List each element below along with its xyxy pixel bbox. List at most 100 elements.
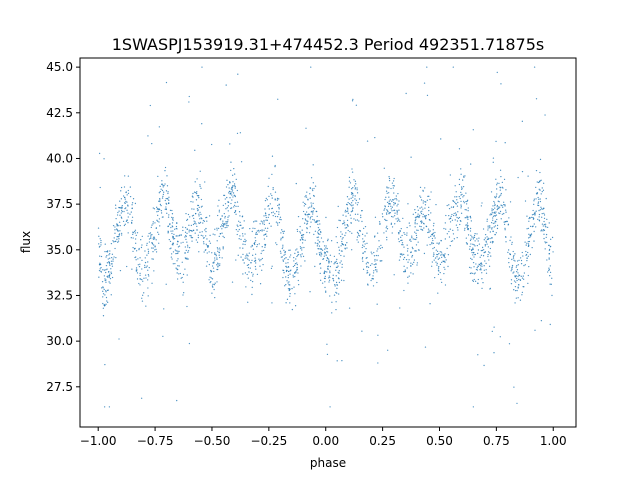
- data-point: [438, 257, 441, 259]
- data-point: [131, 216, 134, 218]
- data-point: [459, 223, 461, 226]
- data-point: [102, 296, 104, 298]
- data-point: [535, 226, 537, 228]
- data-point: [254, 243, 256, 246]
- data-point: [228, 190, 231, 193]
- data-point: [164, 170, 166, 172]
- data-point: [516, 269, 519, 271]
- data-point: [170, 230, 172, 232]
- data-point: [261, 246, 263, 248]
- data-point: [201, 66, 203, 68]
- data-point: [102, 302, 104, 305]
- data-point: [378, 246, 380, 248]
- data-point: [185, 249, 187, 252]
- data-point: [457, 211, 459, 213]
- data-point: [175, 225, 178, 228]
- data-point: [99, 262, 101, 264]
- data-point: [147, 269, 149, 271]
- data-point: [329, 276, 331, 278]
- data-point: [467, 228, 469, 230]
- data-point: [522, 286, 524, 288]
- data-point: [325, 245, 327, 247]
- data-point: [188, 224, 190, 226]
- data-point: [319, 262, 322, 265]
- data-point: [234, 186, 236, 188]
- data-point: [184, 246, 186, 248]
- data-point: [473, 278, 475, 281]
- data-point: [283, 230, 285, 232]
- data-point: [364, 251, 366, 253]
- data-point: [541, 223, 544, 225]
- data-point: [436, 262, 438, 265]
- data-point: [147, 235, 149, 237]
- data-point: [289, 284, 291, 286]
- data-point: [464, 227, 466, 230]
- data-point: [397, 219, 400, 221]
- data-point: [319, 272, 321, 275]
- data-point: [495, 140, 497, 143]
- data-point: [159, 225, 161, 227]
- data-point: [301, 253, 303, 255]
- data-point: [507, 251, 509, 254]
- data-point: [375, 254, 378, 257]
- data-point: [491, 210, 493, 212]
- data-point: [540, 320, 543, 322]
- data-point: [468, 266, 471, 269]
- data-point: [326, 240, 329, 242]
- data-point: [403, 265, 405, 267]
- data-point: [323, 255, 325, 257]
- data-point: [336, 284, 338, 286]
- data-point: [449, 174, 451, 176]
- data-point: [401, 243, 403, 246]
- data-point: [518, 259, 520, 262]
- data-point: [251, 280, 254, 283]
- data-point: [307, 199, 309, 201]
- data-point: [414, 219, 416, 222]
- data-point: [316, 210, 318, 213]
- data-point: [460, 207, 462, 209]
- data-point: [329, 271, 331, 274]
- data-point: [137, 258, 139, 260]
- data-point: [309, 216, 312, 218]
- data-point: [471, 258, 473, 261]
- data-point: [313, 187, 315, 190]
- data-point: [243, 220, 245, 222]
- data-point: [136, 272, 139, 274]
- data-point: [477, 282, 479, 284]
- data-point: [167, 198, 169, 200]
- data-point: [324, 252, 327, 254]
- data-point: [427, 213, 430, 216]
- data-point: [366, 265, 368, 268]
- data-point: [527, 227, 530, 230]
- data-point: [334, 285, 336, 287]
- data-point: [184, 236, 186, 238]
- data-point: [394, 223, 396, 225]
- data-point: [371, 253, 373, 255]
- data-point: [305, 211, 308, 213]
- data-point: [417, 213, 419, 215]
- data-point: [396, 199, 398, 201]
- data-point: [222, 246, 224, 248]
- data-point: [282, 260, 285, 262]
- data-point: [258, 243, 260, 245]
- data-point: [393, 201, 395, 204]
- data-point: [482, 282, 484, 284]
- data-point: [486, 218, 488, 220]
- data-point: [199, 221, 202, 223]
- data-point: [465, 209, 468, 211]
- data-point: [543, 207, 545, 209]
- data-point: [404, 269, 406, 271]
- data-point: [517, 264, 520, 266]
- data-point: [478, 243, 481, 245]
- data-point: [269, 203, 271, 205]
- data-point: [285, 302, 287, 304]
- data-point: [352, 98, 354, 101]
- data-point: [181, 276, 183, 279]
- data-point: [171, 213, 174, 215]
- data-point: [297, 253, 300, 256]
- data-point: [235, 178, 237, 181]
- data-point: [500, 175, 502, 178]
- data-point: [159, 200, 161, 203]
- data-point: [461, 188, 463, 191]
- data-point: [304, 239, 306, 241]
